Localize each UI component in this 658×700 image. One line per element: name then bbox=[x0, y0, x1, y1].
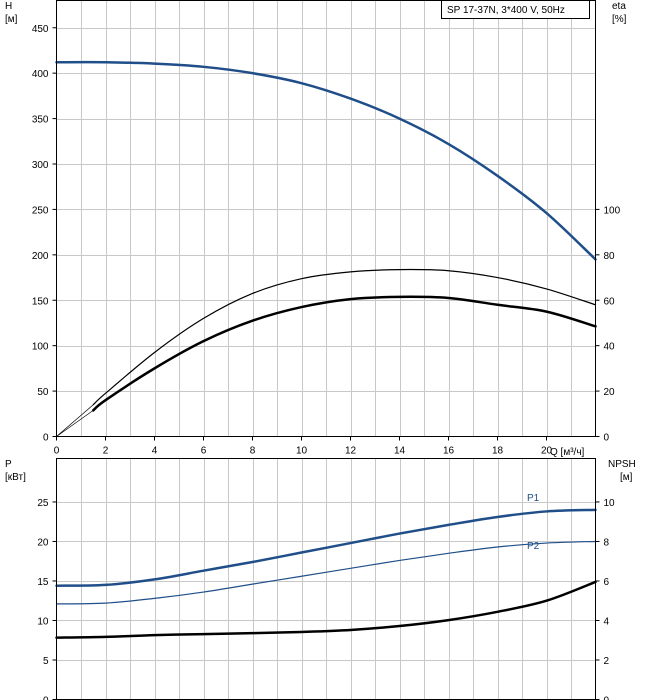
power-axis-unit: [кВт] bbox=[5, 472, 26, 483]
head-left-tick-label: 300 bbox=[32, 160, 49, 171]
head-right-tick-label: 0 bbox=[604, 433, 610, 444]
power-left-tick-label: 5 bbox=[43, 656, 49, 667]
series-label-p1: P1 bbox=[527, 493, 540, 504]
power-right-tick-label: 4 bbox=[604, 616, 610, 627]
power-right-tick-label: 8 bbox=[604, 537, 610, 548]
x-tick-label: 8 bbox=[250, 446, 256, 457]
model-label-box: SP 17-37N, 3*400 V, 50Hz bbox=[441, 0, 590, 19]
npsh-axis-unit: [м] bbox=[620, 472, 633, 483]
head-series-line-2 bbox=[92, 295, 597, 412]
power-right-tick-label: 10 bbox=[604, 498, 616, 509]
head-right-tick-label: 60 bbox=[604, 296, 616, 307]
head-right-tick-label: 20 bbox=[604, 387, 616, 398]
head-axis-unit: [м] bbox=[5, 14, 18, 25]
head-left-tick-label: 50 bbox=[37, 387, 49, 398]
head-right-tick-label: 40 bbox=[604, 342, 616, 353]
model-label: SP 17-37N, 3*400 V, 50Hz bbox=[447, 5, 565, 16]
eta-axis-unit: [%] bbox=[612, 14, 627, 25]
x-tick-label: 10 bbox=[296, 446, 308, 457]
x-tick-label: 18 bbox=[492, 446, 504, 457]
x-tick-label: 16 bbox=[443, 446, 455, 457]
eta-axis-label: eta bbox=[612, 1, 626, 12]
power-npsh-panel: 0 5 10 15 20 25 0 2 4 6 8 10 bbox=[37, 458, 615, 700]
power-left-tick-label: 0 bbox=[43, 696, 49, 700]
head-series-line-4 bbox=[56, 404, 94, 437]
power-axis-label: P bbox=[5, 459, 12, 470]
head-series-line-0 bbox=[55, 60, 597, 261]
power-left-tick-label: 20 bbox=[37, 537, 49, 548]
power-series bbox=[55, 508, 597, 639]
head-left-tick-label: 250 bbox=[32, 205, 49, 216]
flow-axis-label: Q [м³/ч] bbox=[550, 447, 585, 458]
x-tick-label: 0 bbox=[54, 446, 60, 457]
head-left-tick-label: 200 bbox=[32, 251, 49, 262]
head-plot-frame bbox=[56, 0, 596, 437]
x-tick-label: 12 bbox=[345, 446, 357, 457]
x-tick-label: 4 bbox=[152, 446, 158, 457]
head-left-tick-label: 450 bbox=[32, 24, 49, 35]
power-right-tick-label: 2 bbox=[604, 656, 610, 667]
power-series-line-1 bbox=[55, 540, 597, 605]
head-left-tick-label: 100 bbox=[32, 342, 49, 353]
power-left-tick-label: 25 bbox=[37, 498, 49, 509]
x-tick-label: 2 bbox=[103, 446, 109, 457]
x-tick-label: 6 bbox=[201, 446, 207, 457]
power-series-line-2 bbox=[55, 580, 597, 639]
power-left-tick-label: 10 bbox=[37, 616, 49, 627]
head-axis-ticks: 0 50 100 150 200 250 300 350 400 450 0 20 40 60 80 100 0… bbox=[32, 24, 621, 457]
power-right-tick-label: 0 bbox=[604, 696, 610, 700]
head-series-line-1 bbox=[92, 268, 597, 406]
x-tick-label: 20 bbox=[541, 446, 553, 457]
head-axis-label: H bbox=[5, 1, 12, 12]
series-label-p2: P2 bbox=[527, 541, 540, 552]
head-efficiency-panel: 0 50 100 150 200 250 300 350 400 450 0 20 40 60 80 100 0… bbox=[32, 0, 621, 457]
power-grid bbox=[56, 458, 596, 700]
head-right-tick-label: 80 bbox=[604, 251, 616, 262]
head-series-line-3 bbox=[56, 410, 94, 437]
power-axis-ticks: 0 5 10 15 20 25 0 2 4 6 8 10 bbox=[37, 498, 615, 700]
npsh-axis-label: NPSH bbox=[608, 459, 636, 470]
head-right-tick-label: 100 bbox=[604, 205, 621, 216]
head-grid bbox=[56, 0, 596, 437]
head-left-tick-label: 400 bbox=[32, 69, 49, 80]
power-series-line-0 bbox=[55, 508, 597, 587]
head-left-tick-label: 150 bbox=[32, 296, 49, 307]
power-right-tick-label: 6 bbox=[604, 577, 610, 588]
head-series bbox=[55, 60, 597, 437]
power-left-tick-label: 15 bbox=[37, 577, 49, 588]
x-tick-label: 14 bbox=[394, 446, 406, 457]
head-left-tick-label: 350 bbox=[32, 115, 49, 126]
head-left-tick-label: 0 bbox=[43, 433, 49, 444]
